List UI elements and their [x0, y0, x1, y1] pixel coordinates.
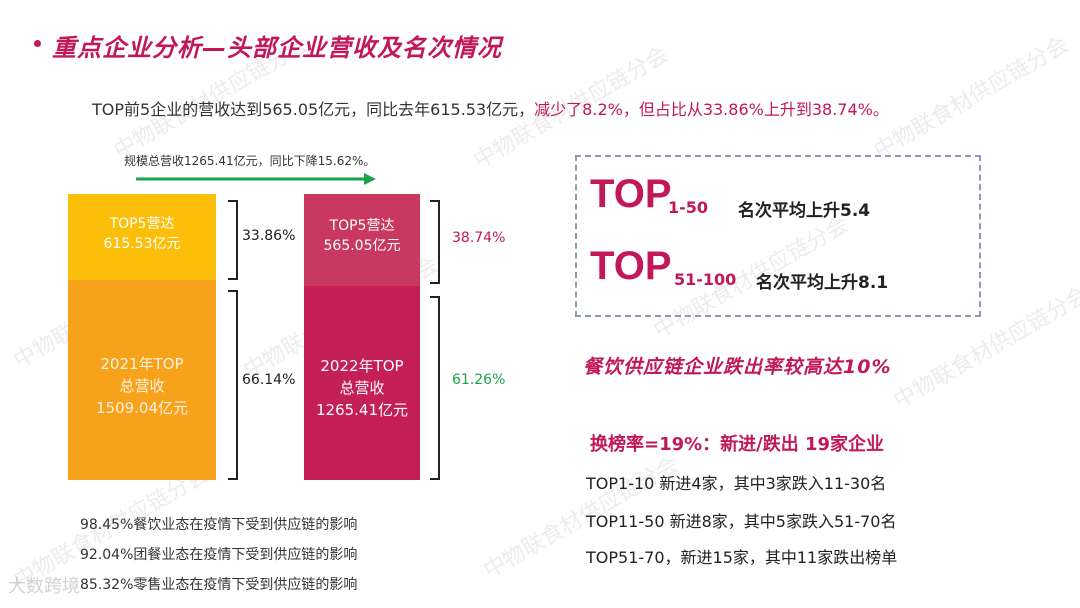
- bar-2021-total: 2021年TOP 总营收 1509.04亿元: [68, 280, 216, 480]
- page-title: 重点企业分析—头部企业营收及名次情况: [52, 34, 502, 62]
- note-2: 92.04%团餐业态在疫情下受到供应链的影响: [80, 547, 358, 563]
- green-arrow-icon: [136, 173, 376, 185]
- summary-text: TOP前5企业的营收达到565.05亿元，同比去年615.53亿元，减少了8.2…: [92, 96, 889, 120]
- rank-row2-top: TOP: [590, 244, 672, 288]
- bar-2021-top5-label: TOP5营达: [109, 216, 175, 232]
- brace-2022-top: [430, 200, 440, 284]
- bar-2021-top5: TOP5营达 615.53亿元: [68, 194, 216, 280]
- exit-line-3: TOP51-70，新进15家，其中11家跌出榜单: [586, 548, 898, 567]
- pct-2022-top5: 38.74%: [452, 230, 506, 246]
- bar-2021-total-label2: 总营收: [119, 377, 165, 395]
- arrow-label: 规模总营收1265.41亿元，同比下降15.62%。: [124, 154, 376, 168]
- watermark: 中物联食材供应链分会: [869, 32, 1073, 164]
- bar-2022-total-label1: 2022年TOP: [320, 357, 404, 375]
- turnover-rate: 换榜率=19%：新进/跌出 19家企业: [590, 434, 885, 455]
- rank-row1-top: TOP: [590, 172, 672, 216]
- rank-row1-range: 1-50: [668, 198, 709, 217]
- note-3: 85.32%零售业态在疫情下受到供应链的影响: [80, 577, 358, 593]
- exit-line-2: TOP11-50 新进8家，其中5家跌入51-70名: [586, 512, 897, 531]
- brace-2021-top: [228, 200, 238, 280]
- footer-logo: 大数跨境: [8, 576, 80, 597]
- bar-2021-total-label1: 2021年TOP: [100, 355, 184, 373]
- bar-2022-total: 2022年TOP 总营收 1265.41亿元: [304, 286, 420, 480]
- note-1: 98.45%餐饮业态在疫情下受到供应链的影响: [80, 517, 358, 533]
- pct-2022-rest: 61.26%: [452, 372, 506, 388]
- rank-row1-desc: 名次平均上升5.4: [738, 201, 871, 221]
- pct-2021-rest: 66.14%: [242, 372, 296, 388]
- summary-part2-highlight: 减少了8.2%，但占比从33.86%上升到38.74%。: [534, 100, 889, 119]
- exit-title: 餐饮供应链企业跌出率较高达10%: [583, 356, 892, 378]
- bar-2021-total-value: 1509.04亿元: [95, 399, 189, 417]
- title-bullet: [34, 40, 41, 47]
- rank-row2-range: 51-100: [674, 270, 737, 289]
- bar-2022-top5-label: TOP5营达: [329, 218, 395, 234]
- brace-2021-main: [228, 290, 238, 480]
- summary-part1: TOP前5企业的营收达到565.05亿元，同比去年615.53亿元，: [92, 100, 535, 119]
- rank-row2-desc: 名次平均上升8.1: [756, 273, 889, 293]
- bar-2022-top5: TOP5营达 565.05亿元: [304, 194, 420, 286]
- pct-2021-top5: 33.86%: [242, 228, 296, 244]
- bar-2022-top5-value: 565.05亿元: [323, 238, 401, 254]
- rank-box: [575, 155, 981, 317]
- bar-2022-total-label2: 总营收: [339, 379, 385, 397]
- bar-2021-top5-value: 615.53亿元: [103, 236, 181, 252]
- brace-2022-main: [430, 296, 440, 480]
- bar-2022-total-value: 1265.41亿元: [315, 401, 409, 419]
- exit-line-1: TOP1-10 新进4家，其中3家跌入11-30名: [586, 474, 887, 493]
